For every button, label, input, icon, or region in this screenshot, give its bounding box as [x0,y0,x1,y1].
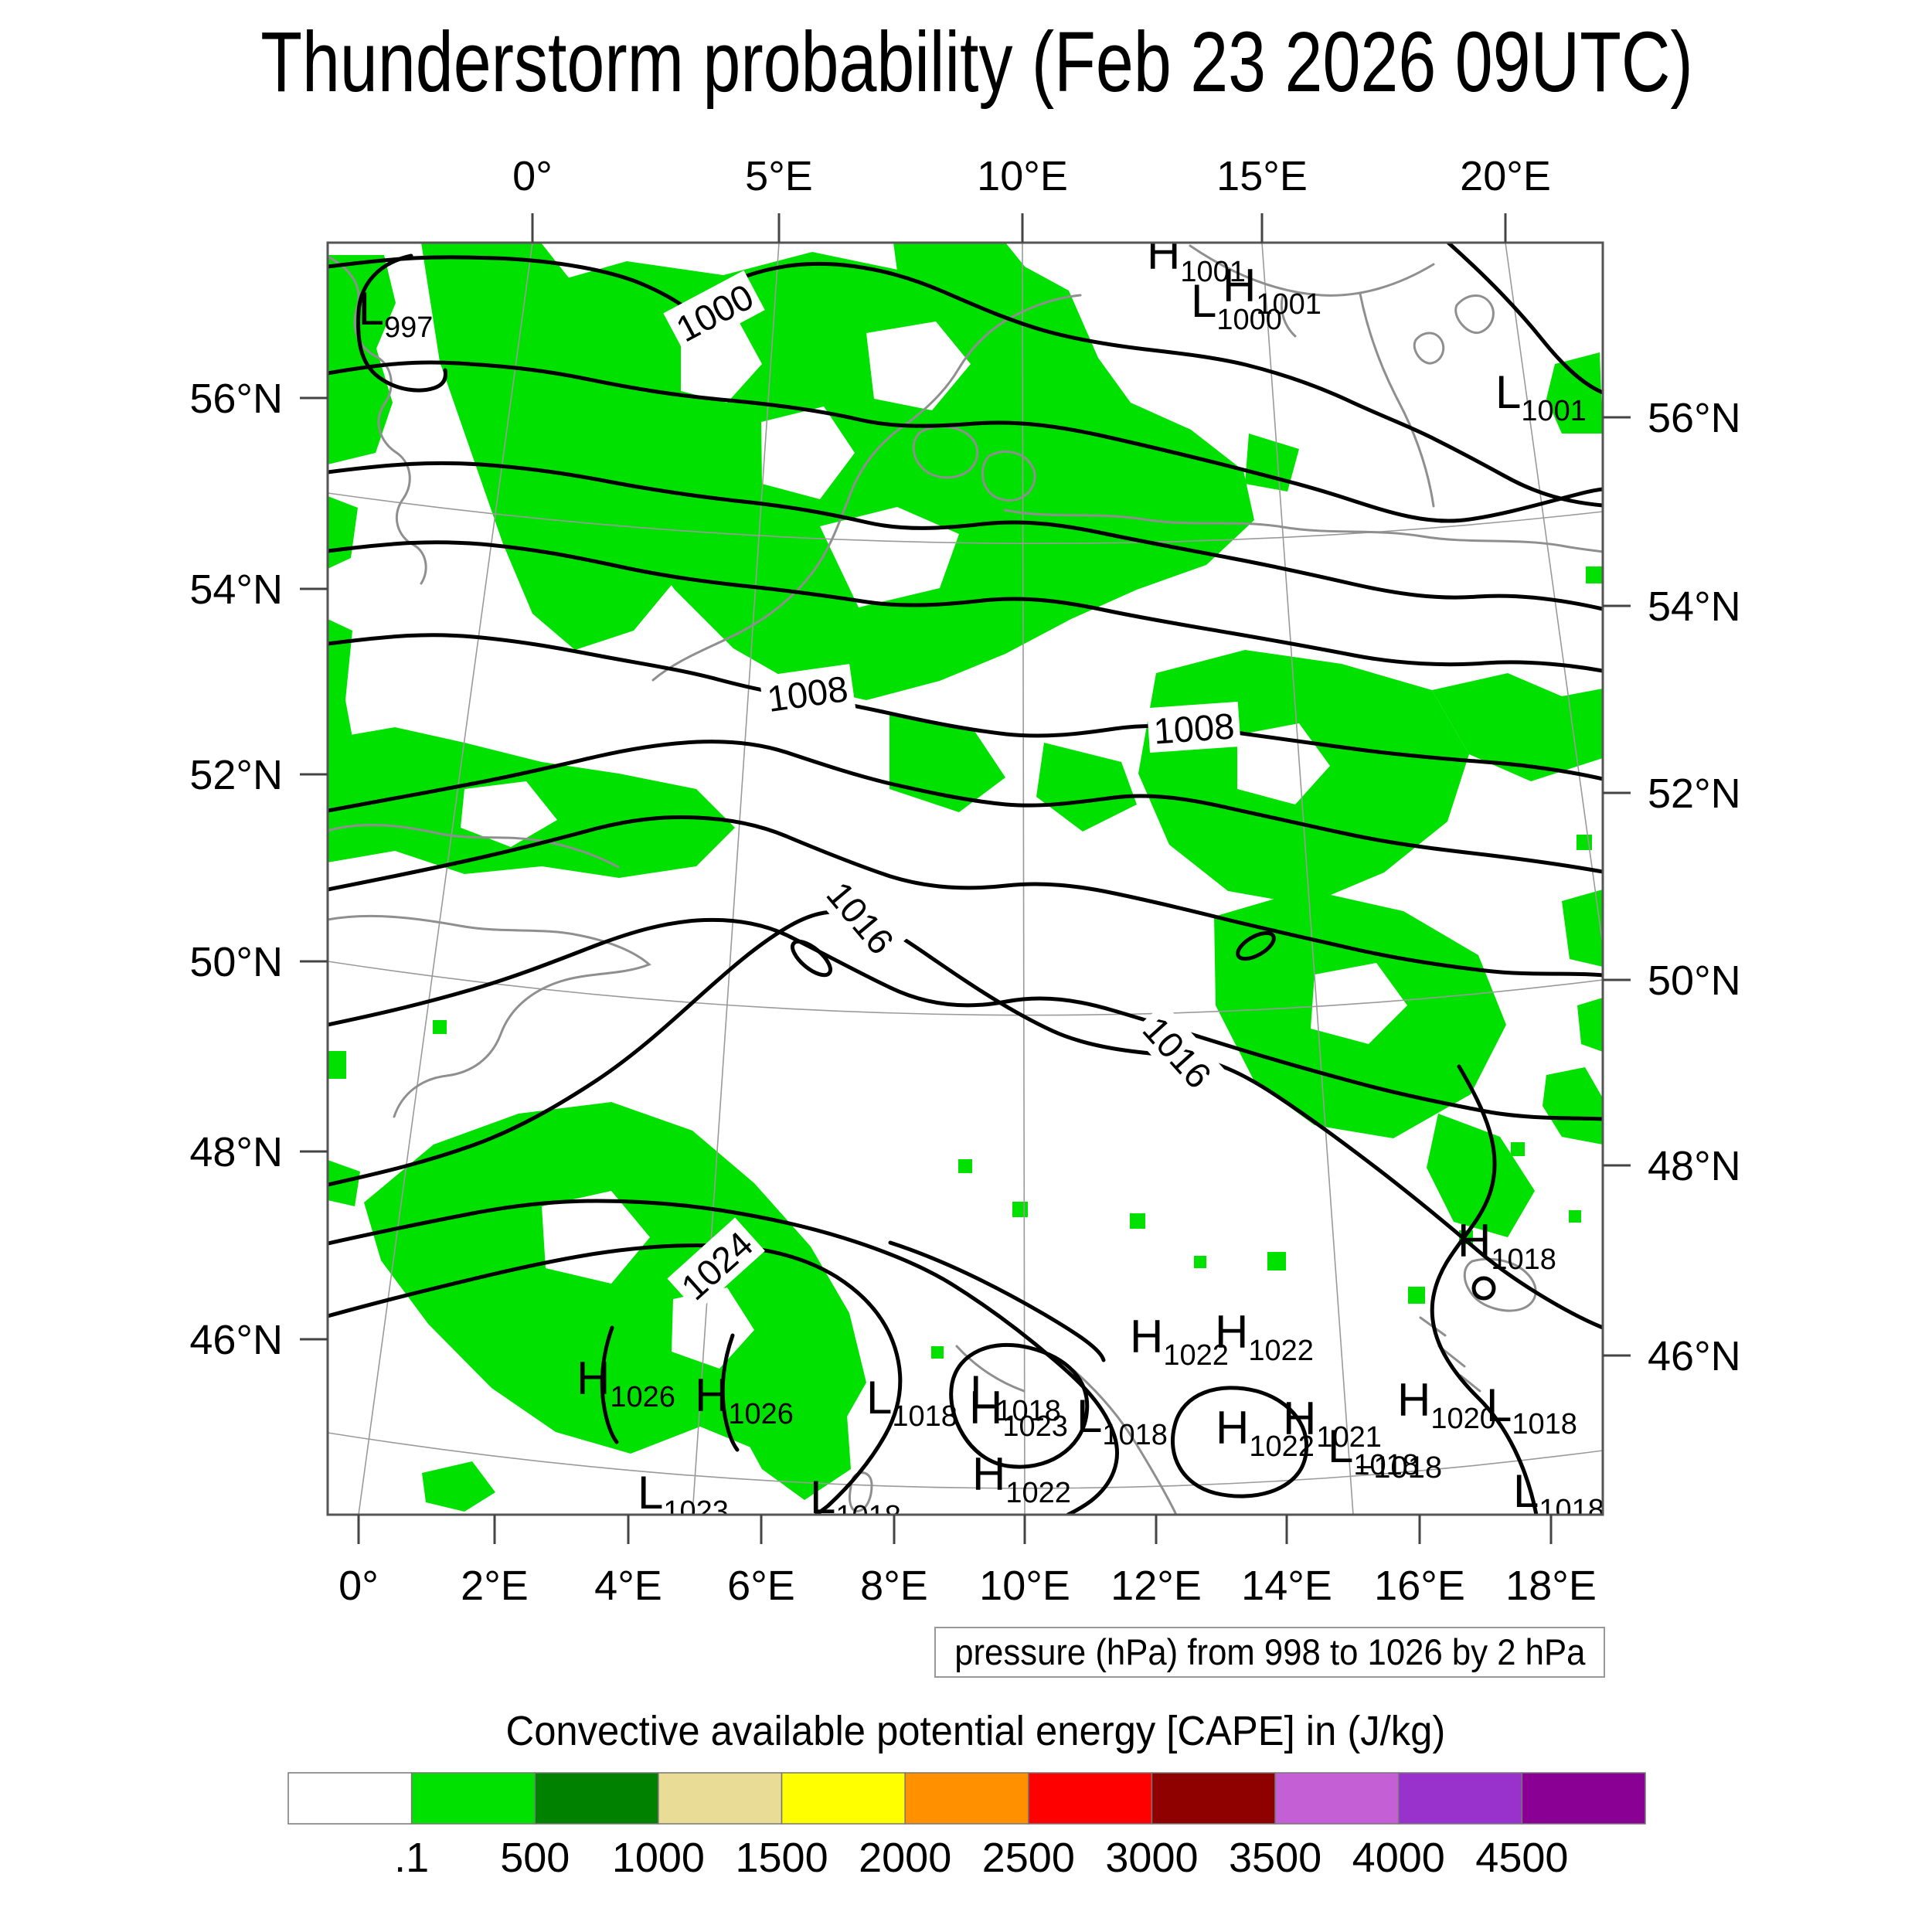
pressure-center-h1021: H1021 [1283,1393,1382,1454]
pressure-center-h1018: H1018 [1458,1215,1556,1276]
axis-label-top: 5°E [745,153,813,199]
colorbar-tick-labels: .1 500 1000 1500 2000 2500 3000 3500 4000 4500 [394,1835,1568,1881]
pressure-caption-text: pressure (hPa) from 998 to 1026 by 2 hPa [954,1632,1586,1673]
pressure-center-h1026: H1026 [577,1352,675,1413]
axis-label-right: 48°N [1648,1143,1741,1189]
axis-label-bottom: 8°E [860,1563,928,1609]
colorbar-label-4000: 4000 [1352,1835,1445,1881]
axis-label-right: 56°N [1648,395,1741,441]
pressure-center-h1022: H1022 [1215,1306,1314,1367]
contour-label-box [663,270,765,353]
coastlines [328,244,1603,1515]
colorbar-label-2500: 2500 [982,1835,1075,1881]
colorbar [287,1772,1646,1825]
pressure-center-h1001: H1001 [1223,260,1321,321]
pressure-center-labels: L997H1001L1000H1001L1001H1018H1022H1022H… [359,227,1604,1532]
pressure-center-h1026: H1026 [695,1369,794,1430]
pressure-center-h1022: H1022 [1130,1311,1229,1372]
axis-label-left: 56°N [189,376,283,422]
colorbar-title: Convective available potential energy [C… [506,1709,1446,1755]
contour-label-box [815,867,908,967]
page-title: Thunderstorm probability (Feb 23 2026 09… [260,15,1692,111]
colorbar-cell-6 [1028,1772,1153,1825]
colorbar-cell-3 [658,1772,783,1825]
pressure-center-l1018: L1018 [810,1471,901,1532]
contour-label-box [759,664,856,721]
axis-label-bottom: 14°E [1241,1563,1332,1609]
colorbar-label-3000: 3000 [1105,1835,1198,1881]
pressure-center-l1018: L1018 [866,1372,957,1433]
axis-label-bottom: 2°E [461,1563,529,1609]
pressure-center-l1018: L1018 [1077,1390,1168,1451]
axis-label-bottom: 4°E [594,1563,662,1609]
axis-label-left: 52°N [189,752,283,798]
axis-label-bottom: 6°E [727,1563,795,1609]
colorbar-cell-10 [1521,1772,1646,1825]
axis-label-right: 46°N [1648,1333,1741,1379]
cape-shading-holes [461,321,1407,1369]
pressure-caption-box: pressure (hPa) from 998 to 1026 by 2 hPa [934,1627,1605,1678]
axis-ticks [300,213,1631,1544]
contour-label-1008: 1008 [1146,701,1241,753]
pressure-center-l1018: L1018 [970,1366,1061,1427]
axis-label-left: 46°N [189,1317,283,1363]
pressure-center-h1022: H1022 [1216,1402,1315,1463]
pressure-center-h1022: H1022 [972,1448,1071,1509]
axis-labels: 0° 5°E 10°E 15°E 20°E 0° 2°E 4°E 6°E 8°E 10°E 12°E 1… [189,153,1740,1609]
colorbar-cell-9 [1397,1772,1523,1825]
contour-label-−1018: −1018 [1355,1451,1442,1485]
axis-label-bottom: 18°E [1505,1563,1597,1609]
axis-label-bottom: 0° [338,1563,379,1609]
axis-label-left: 54°N [189,566,283,613]
pressure-center-l1001: L1001 [1495,366,1587,427]
map-frame [326,241,1604,1516]
colorbar-label-4500: 4500 [1475,1835,1568,1881]
axis-label-right: 50°N [1648,957,1741,1004]
colorbar-cell-5 [904,1772,1029,1825]
axis-label-top: 15°E [1216,153,1308,199]
colorbar-cell-1 [410,1772,536,1825]
pressure-contours [328,243,1603,1515]
axis-label-bottom: 16°E [1374,1563,1465,1609]
axis-label-top: 10°E [977,153,1068,199]
contour-label-1016: 1016 [815,867,908,967]
contour-label-text: 1008 [1152,705,1236,751]
pressure-center-l997: L997 [359,283,434,344]
axis-label-bottom: 12°E [1111,1563,1202,1609]
colorbar-cell-7 [1151,1772,1276,1825]
colorbar-cell-0 [287,1772,413,1825]
axis-label-left: 50°N [189,939,283,985]
contour-label-1008: 1008 [759,664,856,721]
contour-label-text: −1018 [1355,1451,1442,1485]
colorbar-label-1500: 1500 [735,1835,828,1881]
contour-label-box [1146,701,1241,753]
contour-label-box [1131,1002,1226,1100]
axis-label-bottom: 10°E [979,1563,1070,1609]
colorbar-label-3500: 3500 [1229,1835,1321,1881]
colorbar-label-.1: .1 [394,1835,429,1881]
pressure-center-l1023: L1023 [638,1467,729,1528]
colorbar-label-2000: 2000 [859,1835,951,1881]
colorbar-cell-8 [1274,1772,1400,1825]
colorbar-cell-2 [534,1772,659,1825]
pressure-center-l1018: L1018 [1486,1379,1577,1440]
axis-label-top: 20°E [1460,153,1551,199]
contour-label-box [667,1217,765,1312]
pressure-center-l1018: L1018 [1328,1420,1419,1481]
axis-label-right: 54°N [1648,583,1741,630]
colorbar-label-1000: 1000 [612,1835,705,1881]
pressure-center-l1018: L1018 [1513,1465,1604,1526]
pressure-center-h1020: H1020 [1397,1374,1496,1435]
pressure-center-l1000: L1000 [1191,275,1282,336]
colorbar-cell-4 [781,1772,906,1825]
colorbar-label-500: 500 [500,1835,570,1881]
pressure-center-h1023: H1023 [969,1382,1068,1443]
axis-label-right: 52°N [1648,770,1741,817]
pressure-center-h1001: H1001 [1147,227,1246,288]
axis-label-left: 48°N [189,1129,283,1175]
axis-label-top: 0° [512,153,553,199]
